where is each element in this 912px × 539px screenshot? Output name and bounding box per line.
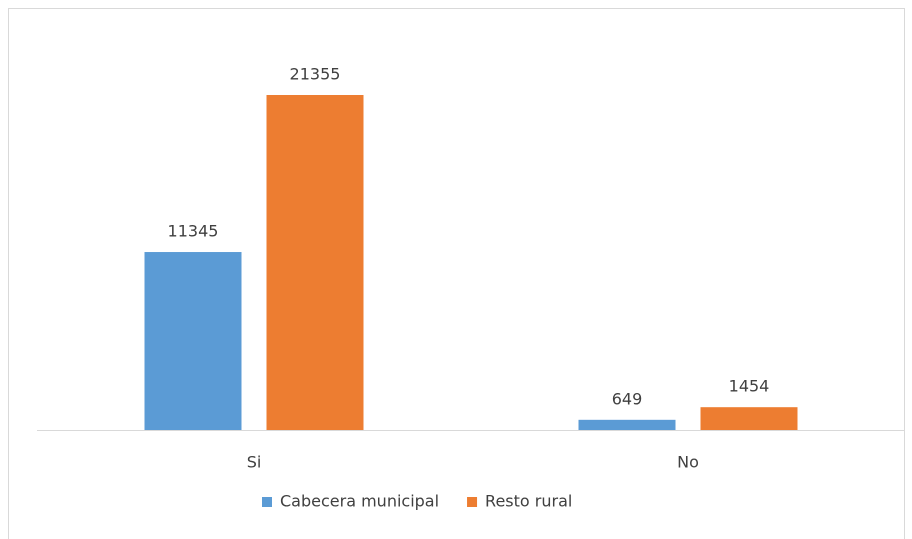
- chart-border: [8, 8, 905, 539]
- x-tick-label: Si: [247, 453, 262, 472]
- bar: [266, 95, 364, 430]
- bar: [578, 419, 676, 430]
- x-tick-label: No: [677, 453, 699, 472]
- legend-swatch: [467, 497, 478, 507]
- data-label: 1454: [729, 377, 770, 396]
- legend-label: Resto rural: [485, 492, 572, 511]
- legend-swatch: [262, 497, 272, 507]
- data-label: 649: [612, 389, 643, 408]
- data-label: 11345: [168, 222, 219, 241]
- data-label: 21355: [290, 65, 341, 84]
- bar: [700, 407, 798, 430]
- bar: [144, 252, 242, 430]
- legend-label: Cabecera municipal: [280, 492, 439, 511]
